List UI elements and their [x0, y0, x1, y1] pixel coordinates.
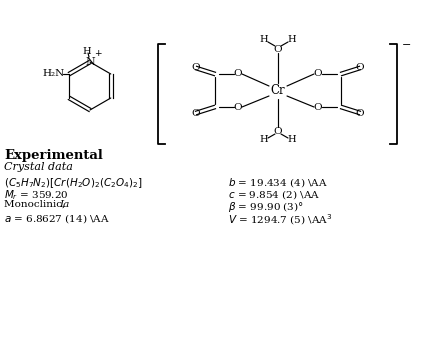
Text: Ia: Ia	[59, 200, 69, 209]
Text: H: H	[260, 35, 268, 44]
Text: H: H	[83, 46, 91, 55]
Text: O: O	[314, 103, 322, 111]
Text: Monoclinic,: Monoclinic,	[4, 200, 68, 209]
Text: O: O	[314, 69, 322, 78]
Text: O: O	[192, 64, 200, 73]
Text: H: H	[288, 35, 296, 44]
Text: +: +	[94, 50, 102, 58]
Text: Cr: Cr	[270, 85, 285, 97]
Text: $(C_5H_7N_2)[Cr(H_2O)_2(C_2O_4)_2]$: $(C_5H_7N_2)[Cr(H_2O)_2(C_2O_4)_2]$	[4, 176, 143, 190]
Text: $c$ = 9.854 (2) \AA: $c$ = 9.854 (2) \AA	[228, 188, 320, 201]
Text: Crystal data: Crystal data	[4, 162, 73, 172]
Text: $b$ = 19.434 (4) \AA: $b$ = 19.434 (4) \AA	[228, 176, 328, 189]
Text: O: O	[356, 108, 364, 118]
Text: O: O	[192, 108, 200, 118]
Text: H₂N: H₂N	[42, 69, 64, 78]
Text: $\beta$ = 99.90 (3)$\degree$: $\beta$ = 99.90 (3)$\degree$	[228, 200, 304, 214]
Text: $M_r$ = 359.20: $M_r$ = 359.20	[4, 188, 68, 202]
Text: O: O	[273, 44, 282, 54]
Text: O: O	[234, 103, 242, 111]
Text: O: O	[356, 64, 364, 73]
Text: $a$ = 6.8627 (14) \AA: $a$ = 6.8627 (14) \AA	[4, 212, 110, 225]
Text: O: O	[234, 69, 242, 78]
Text: H: H	[260, 136, 268, 144]
Text: Experimental: Experimental	[4, 149, 103, 162]
Text: $V$ = 1294.7 (5) \AA$^3$: $V$ = 1294.7 (5) \AA$^3$	[228, 212, 333, 227]
Text: H: H	[288, 136, 296, 144]
Text: O: O	[273, 127, 282, 136]
Text: N: N	[85, 57, 95, 67]
Text: −: −	[402, 40, 411, 50]
